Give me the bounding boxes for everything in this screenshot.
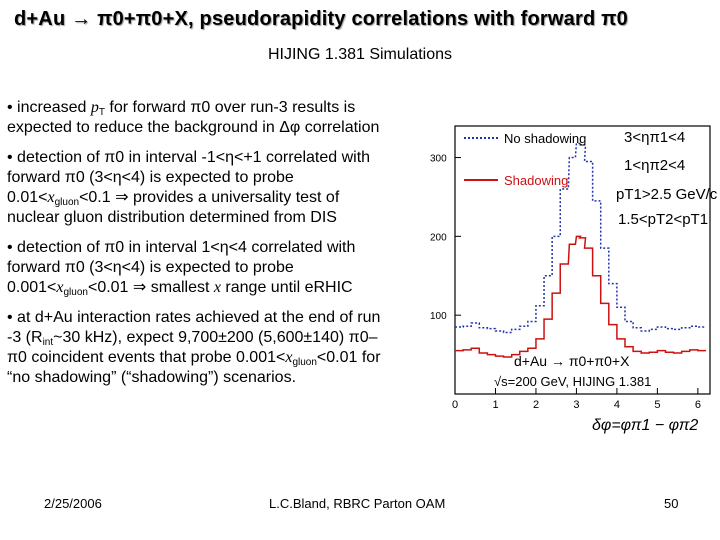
- x-tick-label-1: 1: [492, 399, 498, 411]
- plot-frame: [454, 125, 711, 395]
- bullet-4-line-3a: π0 coincident events that probe 0.001<: [7, 349, 286, 366]
- bullet-4: • at d+Au interaction rates achieved at …: [7, 308, 437, 388]
- x-tick-label-0: 0: [452, 399, 458, 411]
- x-tick-label-2: 2: [533, 399, 539, 411]
- bullet-4-line-2a: -3 (R: [7, 329, 43, 346]
- rint-subscript: int: [42, 337, 54, 348]
- bullet-3-line-3b: <0.01 ⇒ smallest: [87, 279, 214, 296]
- x-tick-label-4: 4: [614, 399, 620, 411]
- bullet-list: • increased pT for forward π0 over run-3…: [7, 98, 437, 398]
- bullet-2-line-3a: 0.01<: [7, 189, 48, 206]
- x-subscript: gluon: [292, 357, 317, 368]
- slide-subtitle: HIJING 1.381 Simulations: [267, 46, 453, 63]
- slide-title: d+Au → π0+π0+X, pseudorapidity correlati…: [14, 8, 628, 30]
- y-tick-label-300: 300: [430, 154, 447, 165]
- legend-shadowing: Shadowing: [504, 173, 568, 188]
- x-symbol-2: x: [213, 279, 221, 296]
- x-subscript: gluon: [63, 287, 88, 298]
- reaction-label: d+Au → π0+π0+X: [514, 353, 630, 369]
- eta1-cut: 3<ηπ1<4: [624, 129, 685, 146]
- y-tick-label-200: 200: [430, 232, 447, 243]
- bullet-3-line-2: forward π0 (3<η<4) is expected to probe: [7, 259, 294, 276]
- eta2-cut: 1<ηπ2<4: [624, 157, 685, 174]
- pt1-cut: pT1>2.5 GeV/c: [616, 186, 718, 203]
- bullet-1-text-a: • increased: [7, 99, 91, 116]
- bullet-4-line-1: • at d+Au interaction rates achieved at …: [7, 309, 381, 326]
- series-line-0: [455, 142, 706, 334]
- series-line-1: [455, 235, 706, 358]
- bullet-3-line-3a: 0.001<: [7, 279, 57, 296]
- legend-no-shadowing: No shadowing: [504, 131, 586, 146]
- x-tick-label-5: 5: [654, 399, 660, 411]
- bullet-4-line-4: “no shadowing” (“shadowing”) scenarios.: [7, 369, 297, 386]
- bullet-2-line-2: forward π0 (3<η<4) is expected to probe: [7, 169, 294, 186]
- x-tick-label-3: 3: [573, 399, 579, 411]
- x-symbol: x: [285, 349, 293, 366]
- bullet-2-line-1: • detection of π0 in interval -1<η<+1 co…: [7, 149, 371, 166]
- x-symbol: x: [47, 189, 55, 206]
- pt2-cut: 1.5<pT2<pT1: [618, 211, 708, 228]
- bullet-2-line-4: nuclear gluon distribution determined fr…: [7, 209, 337, 226]
- footer-date: 2/25/2006: [44, 496, 102, 511]
- bullet-3-line-3c: range until eRHIC: [220, 279, 353, 296]
- x-axis-label: δφ=φπ1 − φπ2: [592, 417, 698, 434]
- bullet-3: • detection of π0 in interval 1<η<4 corr…: [7, 238, 437, 298]
- bullet-3-line-1: • detection of π0 in interval 1<η<4 corr…: [7, 239, 356, 256]
- pt-subscript: T: [98, 107, 105, 118]
- y-tick-label-100: 100: [430, 311, 447, 322]
- pt-symbol: p: [90, 99, 99, 116]
- bullet-1-text-b: for forward π0 over run-3 results is: [104, 99, 356, 116]
- bullet-2: • detection of π0 in interval -1<η<+1 co…: [7, 148, 437, 228]
- bullet-1-line-2: expected to reduce the background in Δφ …: [7, 119, 380, 136]
- bullet-2-line-3b: <0.1 ⇒ provides a universality test of: [79, 189, 340, 206]
- bullet-4-line-2b: ~30 kHz), expect 9,700±200 (5,600±140) π…: [53, 329, 378, 346]
- footer-author: L.C.Bland, RBRC Parton OAM: [269, 496, 446, 511]
- footer-page-number: 50: [664, 496, 679, 511]
- energy-label: √s=200 GeV, HIJING 1.381: [494, 374, 651, 389]
- bullet-1: • increased pT for forward π0 over run-3…: [7, 98, 437, 138]
- x-subscript: gluon: [54, 197, 80, 208]
- x-tick-label-6: 6: [695, 399, 701, 411]
- bullet-4-line-3b: <0.01 for: [316, 349, 381, 366]
- x-symbol: x: [56, 279, 64, 296]
